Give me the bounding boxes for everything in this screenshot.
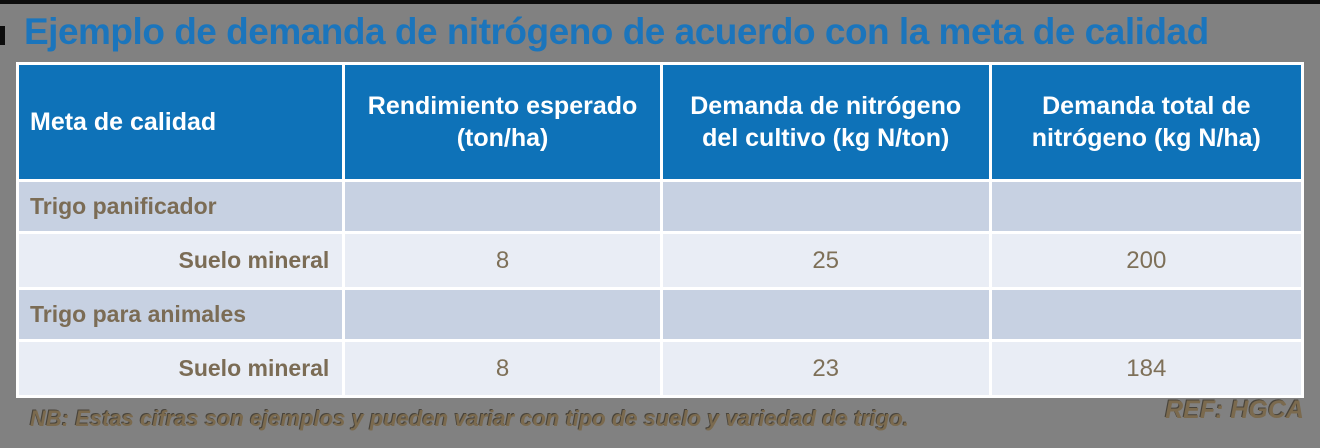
- row-label: Trigo para animales: [19, 290, 343, 339]
- cell-value: [991, 290, 1301, 339]
- cell-value: [662, 290, 989, 339]
- cell-value: [345, 290, 660, 339]
- table-row-suelo-mineral-1: Suelo mineral 8 25 200: [19, 234, 1301, 287]
- row-label: Trigo panificador: [19, 182, 343, 231]
- page-title: Ejemplo de demanda de nitrógeno de acuer…: [24, 11, 1209, 52]
- footnote: NB: Estas cifras son ejemplos y pueden v…: [30, 406, 910, 431]
- cell-value: 8: [345, 234, 660, 287]
- cell-value: [662, 182, 989, 231]
- reference-label: REF: HGCA: [1165, 396, 1304, 424]
- row-label: Suelo mineral: [19, 234, 343, 287]
- table-row-trigo-panificador: Trigo panificador: [19, 182, 1301, 231]
- cell-value: 200: [991, 234, 1301, 287]
- column-header-demanda-cultivo: Demanda de nitrógeno del cultivo (kg N/t…: [662, 65, 989, 179]
- data-table: Meta de calidad Rendimiento esperado (to…: [16, 62, 1304, 398]
- column-header-rendimiento-esperado: Rendimiento esperado (ton/ha): [345, 65, 660, 179]
- cell-value: [345, 182, 660, 231]
- cell-value: 8: [345, 342, 660, 395]
- cell-value: 23: [662, 342, 989, 395]
- left-border-mark: [0, 26, 5, 45]
- cell-value: [991, 182, 1301, 231]
- cell-value: 25: [662, 234, 989, 287]
- nitrogen-demand-table: Meta de calidad Rendimiento esperado (to…: [16, 62, 1304, 398]
- row-label: Suelo mineral: [19, 342, 343, 395]
- table-header-row: Meta de calidad Rendimiento esperado (to…: [19, 65, 1301, 179]
- column-header-meta-de-calidad: Meta de calidad: [19, 65, 343, 179]
- table-row-trigo-para-animales: Trigo para animales: [19, 290, 1301, 339]
- table-row-suelo-mineral-2: Suelo mineral 8 23 184: [19, 342, 1301, 395]
- column-header-demanda-total: Demanda total de nitrógeno (kg N/ha): [991, 65, 1301, 179]
- top-border-line: [0, 0, 1320, 4]
- cell-value: 184: [991, 342, 1301, 395]
